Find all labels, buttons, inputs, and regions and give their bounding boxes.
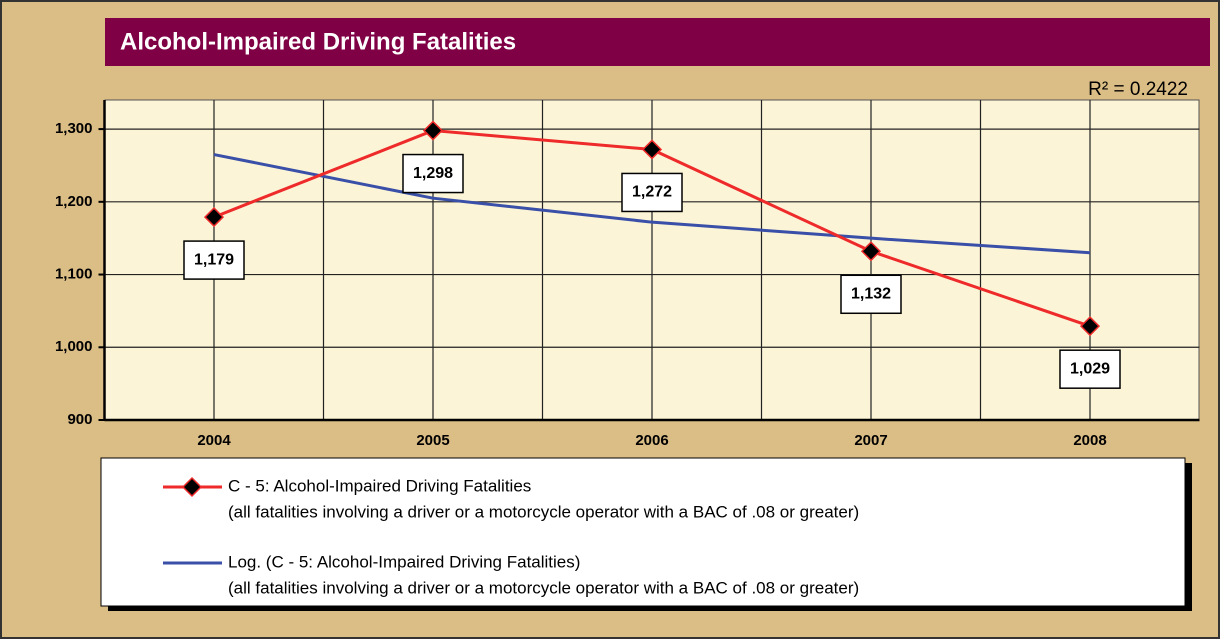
x-tick-label: 2007 (854, 432, 887, 449)
y-tick-label: 1,100 (55, 266, 93, 283)
x-tick-label: 2004 (197, 432, 231, 449)
data-label: 1,179 (194, 251, 234, 268)
legend-note: (all fatalities involving a driver or a … (228, 502, 859, 521)
y-tick-label: 900 (67, 411, 92, 428)
legend-note: (all fatalities involving a driver or a … (228, 578, 859, 597)
marker (1079, 316, 1101, 337)
y-tick-label: 1,000 (55, 338, 93, 355)
data-label-box (183, 240, 245, 280)
data-label: 1,029 (1070, 360, 1110, 377)
data-label: 1,272 (632, 184, 672, 201)
series-line (213, 153, 1091, 255)
annotation: R² = 0.2422 (1088, 79, 1188, 100)
marker (860, 241, 882, 262)
data-label: 1,132 (851, 285, 891, 302)
x-tick-label: 2005 (416, 432, 449, 449)
y-tick-label: 1,200 (55, 193, 93, 210)
data-label-box (621, 172, 683, 213)
marker (203, 207, 225, 228)
x-tick-label: 2008 (1073, 432, 1106, 449)
title-bar (105, 18, 1210, 66)
data-label: 1,298 (413, 165, 453, 182)
legend (100, 457, 1186, 607)
data-label-box (1059, 349, 1121, 389)
data-label-box (840, 274, 902, 315)
data-label-box (402, 153, 464, 194)
marker (422, 120, 444, 141)
marker (641, 139, 663, 160)
x-tick-label: 2006 (635, 432, 668, 449)
y-tick-label: 1,300 (55, 120, 93, 137)
chart-title: Alcohol-Impaired Driving Fatalities (120, 28, 516, 55)
legend-label: Log. (C - 5: Alcohol-Impaired Driving Fa… (228, 552, 580, 571)
legend-marker (181, 476, 203, 498)
legend-label: C - 5: Alcohol-Impaired Driving Fataliti… (228, 476, 531, 495)
